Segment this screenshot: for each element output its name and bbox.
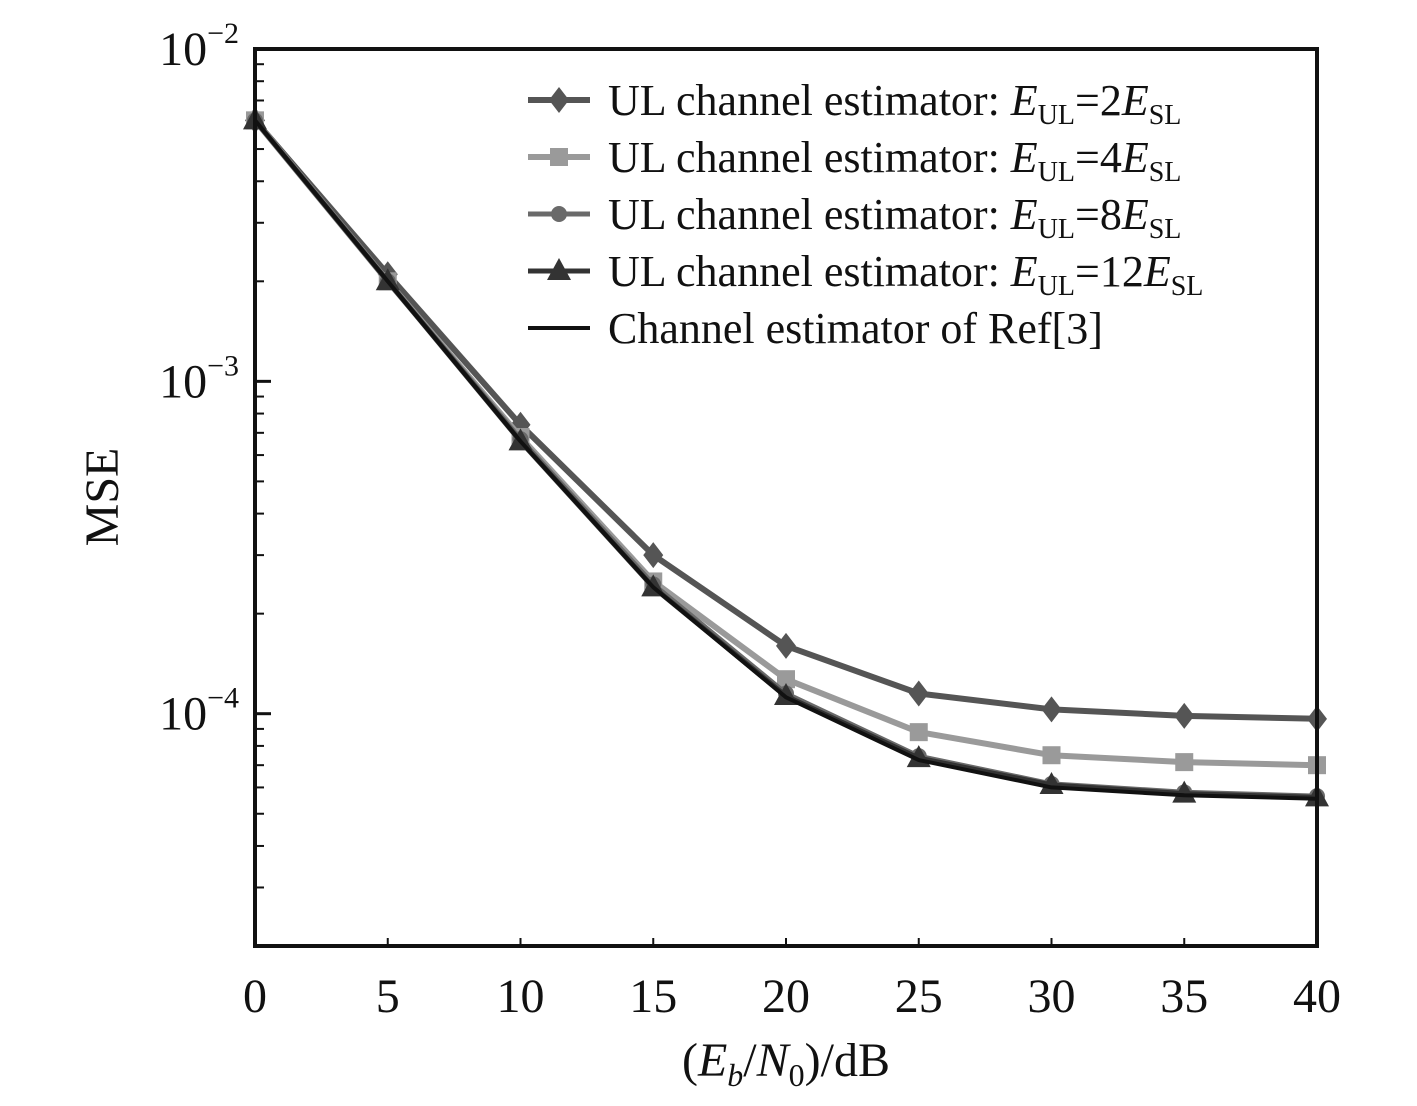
y-tick-exponent: −2	[207, 17, 239, 50]
x-axis-label-close: )/dB	[805, 1034, 890, 1087]
legend-label: UL channel estimator: EUL=2ESL	[608, 76, 1181, 131]
legend-item-1: UL channel estimator: EUL=2ESL	[528, 76, 1181, 131]
x-tick-label: 30	[1028, 970, 1076, 1023]
y-tick-label: 10−2	[159, 17, 239, 76]
legend-label: Channel estimator of Ref[3]	[608, 304, 1103, 353]
legend-label-ratio: =2	[1075, 76, 1122, 125]
legend-label-sub: UL	[1038, 214, 1075, 245]
legend-label-prefix: UL channel estimator:	[608, 190, 1011, 239]
y-axis-label: MSE	[76, 448, 129, 547]
data-point	[643, 542, 664, 569]
legend-swatch-marker	[549, 87, 569, 113]
legend-label: UL channel estimator: EUL=8ESL	[608, 190, 1181, 245]
data-point	[909, 723, 928, 742]
legend-swatch-marker	[550, 148, 568, 166]
legend-label-sub: UL	[1038, 271, 1075, 302]
series-5	[253, 119, 1318, 801]
legend-label-e: E	[1143, 247, 1171, 296]
x-tick-label: 0	[243, 970, 267, 1023]
legend-label: UL channel estimator: EUL=12ESL	[608, 247, 1203, 302]
legend-label-prefix: UL channel estimator:	[608, 76, 1011, 125]
legend-label-e: E	[1010, 247, 1038, 296]
legend-label-ratio: =12	[1075, 247, 1144, 296]
y-tick-exponent: −3	[207, 349, 239, 382]
legend-label-prefix: UL channel estimator:	[608, 133, 1011, 182]
data-point	[908, 680, 929, 707]
legend-label-e: E	[1010, 190, 1038, 239]
x-axis-label-n: N	[756, 1034, 792, 1087]
legend-item-4: UL channel estimator: EUL=12ESL	[528, 247, 1203, 302]
x-tick-label: 20	[762, 970, 810, 1023]
legend-label-ratio: =4	[1075, 133, 1122, 182]
x-axis-label-e: E	[697, 1034, 727, 1087]
legend-swatch-marker	[551, 206, 567, 222]
plot-frame	[253, 47, 1319, 948]
plot-area	[243, 47, 1329, 948]
x-tick-label: 5	[376, 970, 400, 1023]
legend-label-e: E	[1121, 190, 1149, 239]
legend-label-sub: UL	[1038, 157, 1075, 188]
series-line	[253, 119, 1318, 801]
data-point	[1041, 696, 1062, 723]
legend-label-e: E	[1121, 76, 1149, 125]
y-tick-label: 10−4	[159, 682, 239, 741]
legend-item-2: UL channel estimator: EUL=4ESL	[528, 133, 1181, 188]
x-axis-label-b: b	[727, 1057, 743, 1093]
y-tick-base: 10	[159, 688, 207, 741]
legend-label-sub: SL	[1171, 271, 1204, 302]
legend-label-e: E	[1010, 76, 1038, 125]
x-axis-label-slash: /	[743, 1034, 757, 1087]
legend-label-e: E	[1121, 133, 1149, 182]
y-tick-exponent: −4	[207, 682, 239, 715]
legend-label-prefix: Channel estimator of Ref[3]	[608, 304, 1103, 353]
data-point	[777, 670, 795, 689]
legend-label-sub: SL	[1149, 100, 1182, 131]
legend-item-5: Channel estimator of Ref[3]	[528, 304, 1103, 353]
legend-label-sub: UL	[1038, 100, 1075, 131]
legend-label-e: E	[1010, 133, 1038, 182]
y-tick-base: 10	[159, 355, 207, 408]
legend-label-prefix: UL channel estimator:	[608, 247, 1011, 296]
legend-swatch-marker	[547, 258, 571, 280]
legend-label-sub: SL	[1149, 157, 1182, 188]
x-tick-label: 40	[1293, 970, 1341, 1023]
x-tick-labels: 0 5 10 15 20 25 30 35 40	[243, 970, 1341, 1023]
x-axis-label: (Eb/N0)/dB	[682, 1034, 890, 1093]
legend-label: UL channel estimator: EUL=4ESL	[608, 133, 1181, 188]
y-tick-label: 10−3	[159, 349, 239, 408]
x-tick-label: 10	[497, 970, 545, 1023]
legend-label-ratio: =8	[1075, 190, 1122, 239]
series-layer	[243, 107, 1329, 807]
data-point	[1175, 753, 1194, 772]
x-axis-label-open: (	[682, 1034, 698, 1087]
x-tick-label: 15	[629, 970, 677, 1023]
data-point	[1174, 702, 1195, 729]
data-point	[1042, 746, 1061, 765]
legend-label-sub: SL	[1149, 214, 1182, 245]
x-tick-label: 25	[895, 970, 943, 1023]
y-tick-base: 10	[159, 23, 207, 76]
x-tick-label: 35	[1160, 970, 1208, 1023]
legend-item-3: UL channel estimator: EUL=8ESL	[528, 190, 1181, 245]
x-axis-label-zero: 0	[789, 1057, 805, 1093]
y-tick-labels: 10−210−310−4	[159, 17, 239, 741]
data-point	[776, 632, 796, 659]
